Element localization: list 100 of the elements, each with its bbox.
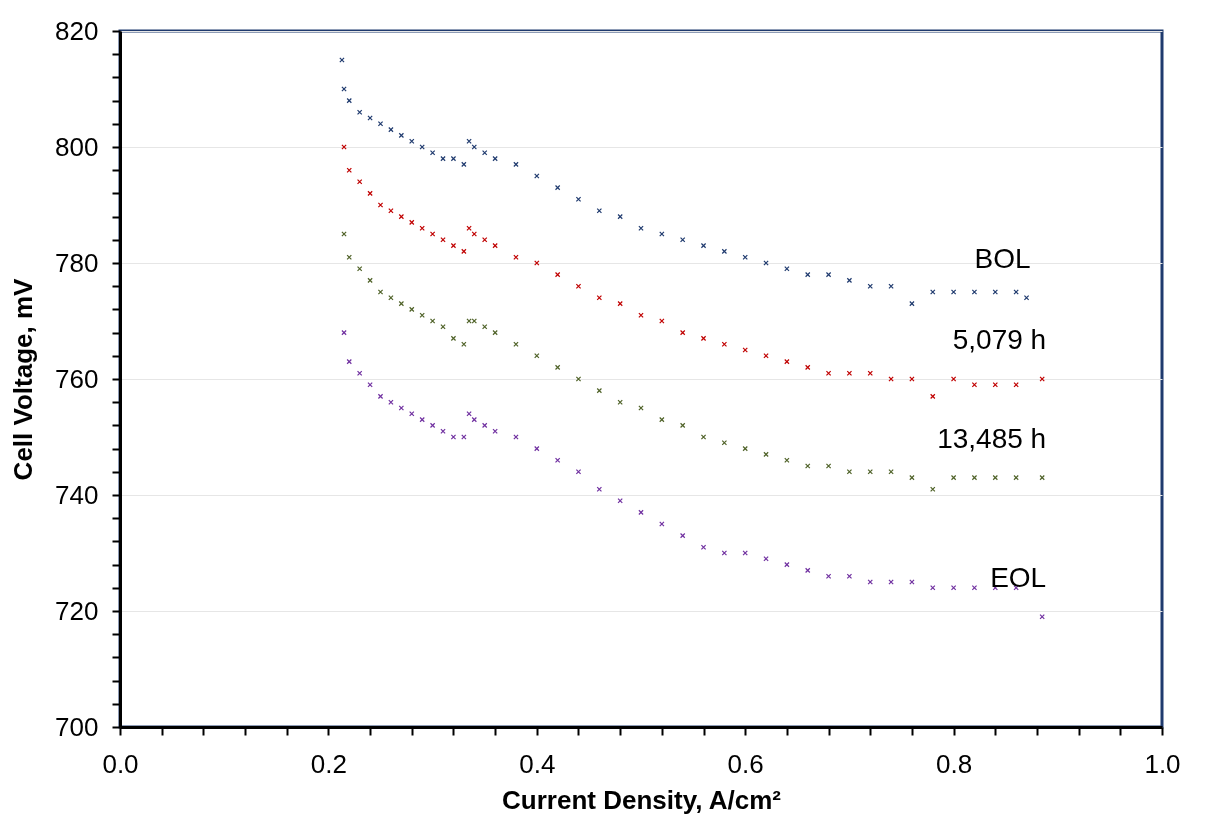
point — [367, 190, 373, 197]
point — [367, 277, 373, 284]
point — [513, 161, 519, 168]
y-tick-label: 800 — [55, 131, 99, 162]
point — [554, 271, 561, 278]
point — [471, 318, 477, 324]
point — [492, 242, 498, 249]
point — [377, 202, 384, 208]
point — [450, 155, 457, 162]
point — [471, 144, 477, 150]
point — [888, 469, 894, 475]
point — [846, 573, 853, 579]
point — [825, 463, 832, 469]
point — [377, 289, 384, 295]
point — [513, 341, 519, 347]
point — [805, 364, 811, 371]
series-label: 13,485 h — [937, 422, 1047, 454]
point — [466, 411, 472, 417]
point — [356, 109, 363, 115]
series-label: EOL — [990, 561, 1047, 593]
point — [481, 150, 488, 156]
point — [575, 469, 582, 475]
y-tick-label: 760 — [55, 363, 99, 394]
point — [450, 434, 457, 440]
point — [638, 312, 644, 318]
point — [575, 196, 582, 202]
point — [888, 283, 894, 289]
y-tick-label: 780 — [55, 247, 99, 278]
point — [805, 463, 811, 469]
point — [534, 445, 540, 452]
point — [784, 561, 790, 568]
series-label: 5,079 h — [952, 324, 1047, 355]
point — [471, 416, 477, 423]
point — [930, 289, 936, 295]
point — [659, 231, 665, 237]
point — [992, 474, 998, 481]
point — [554, 184, 561, 191]
series-label: BOL — [974, 242, 1031, 274]
point — [429, 318, 436, 324]
point — [825, 271, 832, 278]
point — [346, 358, 352, 365]
point — [784, 358, 790, 365]
point — [950, 474, 957, 481]
point — [700, 242, 707, 249]
point — [440, 324, 446, 330]
point — [721, 440, 728, 446]
point — [679, 329, 686, 336]
point — [419, 416, 425, 423]
point — [846, 370, 853, 376]
point — [346, 97, 352, 104]
point — [909, 474, 915, 481]
x-tick-label: 1.0 — [1144, 748, 1181, 779]
point — [461, 434, 467, 440]
point — [409, 306, 415, 313]
point — [388, 126, 394, 133]
point — [846, 469, 853, 475]
point — [721, 341, 728, 347]
point — [742, 347, 748, 353]
y-tick-label: 740 — [55, 479, 99, 510]
x-axis-title: Current Density, A/cm² — [502, 784, 782, 815]
point — [450, 335, 457, 342]
point — [388, 399, 394, 405]
point — [805, 271, 811, 278]
point — [659, 318, 665, 324]
point — [596, 295, 603, 301]
point — [846, 277, 853, 284]
point — [617, 300, 623, 307]
point — [481, 237, 488, 243]
point — [398, 405, 405, 411]
point — [461, 161, 467, 168]
point — [1013, 382, 1019, 388]
point — [429, 150, 436, 156]
point — [742, 445, 748, 452]
point — [763, 451, 769, 458]
point — [481, 422, 488, 429]
point — [341, 329, 347, 336]
point — [659, 521, 665, 527]
point — [700, 544, 707, 550]
point — [971, 289, 978, 295]
point — [492, 329, 498, 336]
point — [466, 225, 472, 231]
point — [466, 138, 472, 144]
point — [825, 370, 832, 376]
point — [429, 422, 436, 429]
point — [461, 248, 467, 255]
point — [1039, 474, 1045, 481]
point — [513, 254, 519, 260]
point — [440, 155, 446, 162]
point — [950, 585, 957, 591]
point — [659, 416, 665, 423]
point — [554, 457, 561, 463]
point — [638, 225, 644, 231]
point — [950, 376, 957, 382]
point — [700, 335, 707, 342]
point — [596, 486, 603, 492]
point — [481, 324, 488, 330]
point — [450, 242, 457, 249]
y-tick-label: 720 — [55, 595, 99, 626]
point — [825, 573, 832, 579]
point — [1023, 295, 1030, 301]
